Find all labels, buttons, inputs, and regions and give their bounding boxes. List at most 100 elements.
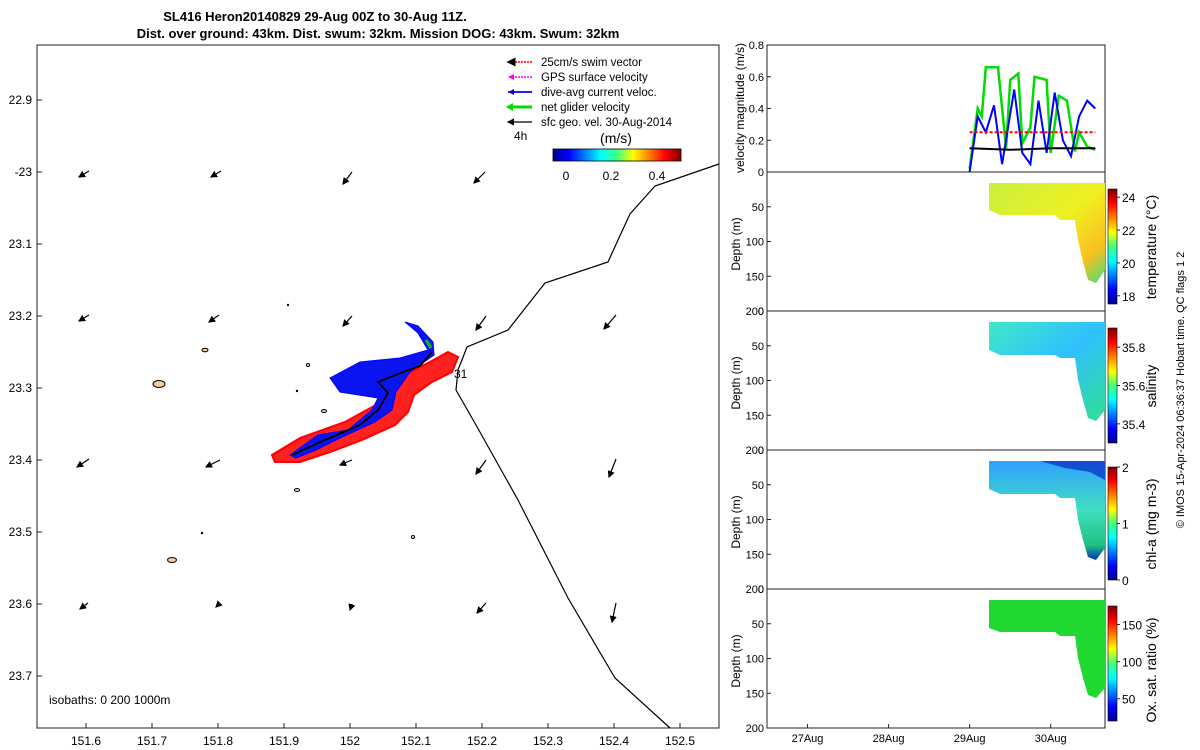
lat-tick-label: 23.5	[9, 525, 33, 539]
temperature-cblabel: temperature (°C)	[1143, 195, 1159, 299]
depth-tick-label: 100	[746, 237, 764, 249]
colorbar-tick-label: 22	[1122, 224, 1136, 238]
track-label: 31	[454, 367, 468, 381]
colorbar-title: (m/s)	[600, 130, 632, 146]
salinity-cblabel: salinity	[1143, 365, 1159, 408]
colorbar-tick-label: 35.4	[1122, 418, 1146, 432]
lat-tick-label: 23.1	[9, 237, 33, 251]
reef-outlines	[152, 303, 415, 563]
salinity-colorbar	[1107, 327, 1118, 444]
depth-tick-label: 0	[758, 584, 764, 596]
oxygen-field	[989, 600, 1105, 698]
date-tick-label: 27Aug	[792, 733, 824, 745]
velocity-y-tick-label: 0.8	[749, 40, 764, 52]
depth-tick-label: 200	[746, 306, 764, 318]
chlorophyll-panel: Depth (m) chl-a (mg m-3)	[729, 449, 1159, 590]
colorbar-tick-label: 150	[1122, 619, 1142, 633]
colorbar-tick-label: 100	[1122, 656, 1142, 670]
salinity-panel: Depth (m) salinity	[729, 310, 1159, 451]
dive-avg-current-band	[289, 321, 435, 459]
lat-tick-label: 23.4	[9, 453, 33, 467]
colorbar-tick-label: 50	[1122, 693, 1136, 707]
oxygen-depth-label: Depth (m)	[729, 634, 743, 687]
map-axes-box	[36, 44, 720, 729]
oxygen-panel: Depth (m) Ox. sat. ratio (%)	[729, 588, 1159, 729]
speed-colorbar: (m/s) 0 0.2 0.4	[552, 130, 682, 183]
svg-text:25cm/s swim vector: 25cm/s swim vector	[541, 57, 642, 69]
lon-tick-label: 152	[340, 734, 360, 748]
depth-tick-label: 0	[758, 445, 764, 457]
legend-swim-vector: 25cm/s swim vector	[506, 57, 642, 69]
lon-tick-label: 151.7	[137, 734, 167, 748]
depth-ticks: 0 50 100 150 200 35.4 35.6 35.8	[746, 306, 1146, 457]
temperature-field	[989, 183, 1105, 283]
colorbar-tick-label: 35.8	[1122, 341, 1146, 355]
lon-tick-label: 152.3	[533, 734, 563, 748]
velocity-y-tick-label: 0.2	[749, 135, 764, 147]
lon-tick-label: 151.6	[71, 734, 101, 748]
svg-text:net glider velocity: net glider velocity	[541, 102, 630, 114]
glider-path	[291, 351, 433, 456]
velocity-y-tick-label: 0	[758, 167, 764, 179]
depth-tick-label: 50	[752, 202, 764, 214]
map-panel: 22.9 -23 23.1 23.2 23.3 23.4 23.5 23.6 23.7 151.…	[9, 44, 720, 748]
depth-tick-label: 150	[746, 688, 764, 700]
colorbar-tick-label: 1	[1122, 518, 1129, 532]
depth-tick-label: 50	[752, 619, 764, 631]
lat-tick-label: 23.2	[9, 309, 33, 323]
depth-ticks: 50 100 150 200 18 20 22 24	[746, 191, 1136, 318]
depth-tick-label: 200	[746, 584, 764, 596]
depth-ticks: 0 50 100 150 200 50 100 150	[746, 584, 1143, 735]
salinity-depth-label: Depth (m)	[729, 356, 743, 409]
velocity-series-line	[968, 89, 1096, 173]
scale-label: 4h	[514, 129, 527, 143]
map-legend: 25cm/s swim vector GPS surface velocity …	[506, 57, 673, 143]
footer-copyright: © IMOS 15-Apr-2024 06:36:37 Hobart time.…	[1175, 252, 1187, 529]
depth-tick-label: 50	[752, 480, 764, 492]
velocity-ylabel: velocity magnitude (m/s)	[733, 43, 747, 173]
colorbar-tick-2: 0.4	[649, 169, 666, 183]
date-tick-label: 30Aug	[1035, 733, 1067, 745]
legend-dive-avg-current: dive-avg current veloc.	[508, 87, 657, 99]
velocity-series-line	[969, 147, 1096, 151]
velocity-y-ticks: 0 0.2 0.4 0.6 0.8	[749, 40, 771, 179]
oxygen-cblabel: Ox. sat. ratio (%)	[1143, 617, 1159, 722]
depth-tick-label: 150	[746, 410, 764, 422]
svg-text:GPS surface velocity: GPS surface velocity	[541, 72, 648, 84]
velocity-y-tick-label: 0.6	[749, 72, 764, 84]
velocity-axes-box	[766, 44, 1106, 173]
colorbar-tick-label: 35.6	[1122, 380, 1146, 394]
map-lon-ticks: 151.6 151.7 151.8 151.9 152 152.1 152.2 152.3 15…	[71, 723, 695, 748]
chlorophyll-cblabel: chl-a (mg m-3)	[1143, 478, 1159, 569]
date-tick-label: 28Aug	[873, 733, 905, 745]
depth-tick-label: 100	[746, 376, 764, 388]
depth-tick-label: 200	[746, 723, 764, 735]
svg-text:sfc geo. vel. 30-Aug-2014: sfc geo. vel. 30-Aug-2014	[541, 117, 673, 129]
depth-tick-label: 50	[752, 341, 764, 353]
oxygen-colorbar	[1107, 605, 1118, 722]
map-lat-ticks: 22.9 -23 23.1 23.2 23.3 23.4 23.5 23.6 23.7	[9, 93, 42, 683]
svg-text:dive-avg current veloc.: dive-avg current veloc.	[541, 87, 657, 99]
colorbar-tick-label: 20	[1122, 257, 1136, 271]
temperature-depth-label: Depth (m)	[729, 217, 743, 270]
legend-sfc-geo-velocity: sfc geo. vel. 30-Aug-2014	[506, 117, 673, 129]
colorbar-tick-label: 0	[1122, 574, 1129, 588]
velocity-series	[968, 65, 1096, 173]
lat-tick-label: -23	[15, 165, 33, 179]
lon-tick-label: 151.9	[269, 734, 299, 748]
lon-tick-label: 152.5	[665, 734, 695, 748]
depth-tick-label: 200	[746, 445, 764, 457]
temperature-colorbar	[1107, 188, 1118, 305]
chlorophyll-field	[989, 461, 1105, 560]
lat-tick-label: 23.7	[9, 669, 33, 683]
colorbar-tick-1: 0.2	[603, 169, 620, 183]
legend-gps-velocity: GPS surface velocity	[508, 72, 648, 84]
lon-tick-label: 152.2	[467, 734, 497, 748]
sfc-geo-velocity-arrows	[76, 170, 617, 624]
colorbar-tick-0: 0	[563, 169, 570, 183]
date-tick-label: 29Aug	[954, 733, 986, 745]
lat-tick-label: 23.3	[9, 381, 33, 395]
lon-tick-label: 152.1	[401, 734, 431, 748]
